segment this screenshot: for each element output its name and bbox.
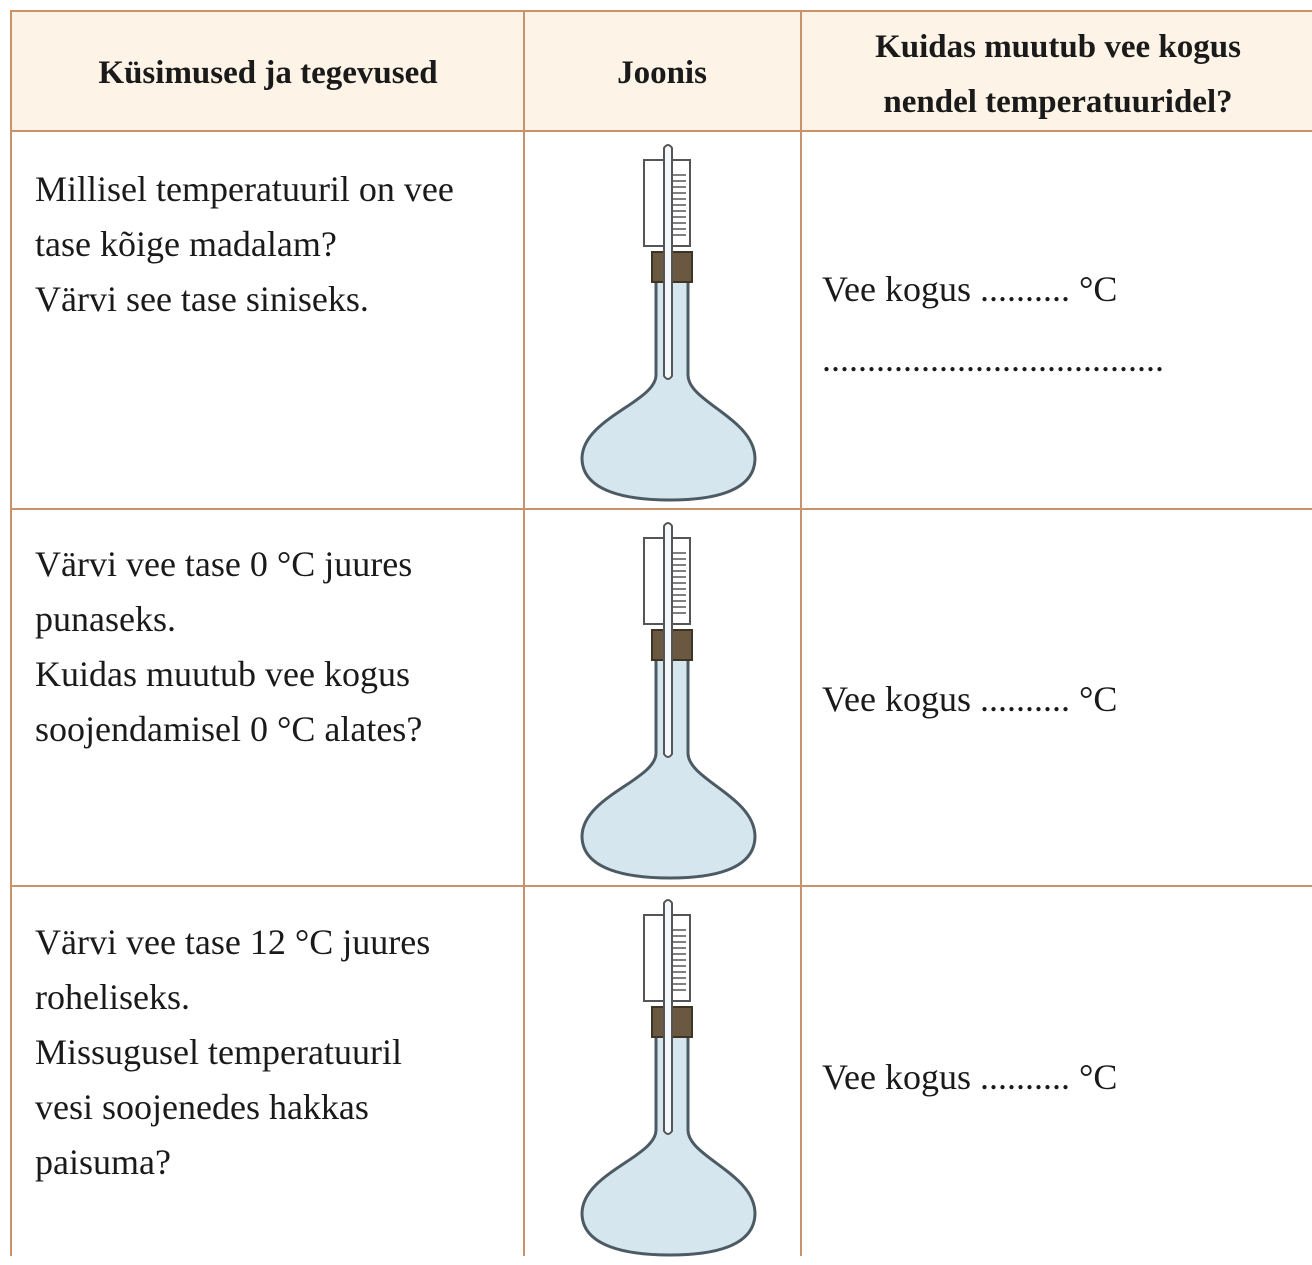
cell <box>800 130 1312 510</box>
question-line: Millisel temperatuuril on vee <box>35 169 454 209</box>
header-cell <box>800 10 1312 132</box>
question-line: roheliseks. <box>35 977 190 1017</box>
cell <box>10 130 525 510</box>
answer-line: Vee kogus .......... °C <box>822 679 1118 719</box>
question-line: soojendamisel 0 °C alates? <box>35 709 423 749</box>
question-line: vesi soojenedes hakkas <box>35 1087 369 1127</box>
question-line: Värvi vee tase 0 °C juures <box>35 544 413 584</box>
cell <box>523 130 802 510</box>
question-line: Värvi vee tase 12 °C juures <box>35 922 431 962</box>
answer-line: Vee kogus .......... °C <box>822 1057 1118 1097</box>
flask-illustration <box>568 895 768 1265</box>
question-line: paisuma? <box>35 1142 171 1182</box>
question-line: Kuidas muutub vee kogus <box>35 654 410 694</box>
cell <box>523 885 802 1256</box>
question-line: tase kõige madalam? <box>35 224 337 264</box>
flask-illustration <box>568 140 768 510</box>
cell <box>800 508 1312 887</box>
answer-line: ...................................... <box>822 339 1164 379</box>
header-cell <box>10 10 525 132</box>
question-line: Värvi see tase siniseks. <box>35 279 369 319</box>
flask-illustration <box>568 518 768 888</box>
header-cell <box>523 10 802 132</box>
cell <box>800 885 1312 1256</box>
question-line: punaseks. <box>35 599 176 639</box>
cell <box>10 508 525 887</box>
cell <box>10 885 525 1256</box>
header-text: Joonis <box>617 55 707 91</box>
cell <box>523 508 802 887</box>
header-text: Küsimused ja tegevused <box>98 55 438 91</box>
header-text: nendel temperatuuridel? <box>883 84 1233 120</box>
answer-line: Vee kogus .......... °C <box>822 269 1118 309</box>
question-line: Missugusel temperatuuril <box>35 1032 402 1072</box>
header-text: Kuidas muutub vee kogus <box>875 29 1241 65</box>
